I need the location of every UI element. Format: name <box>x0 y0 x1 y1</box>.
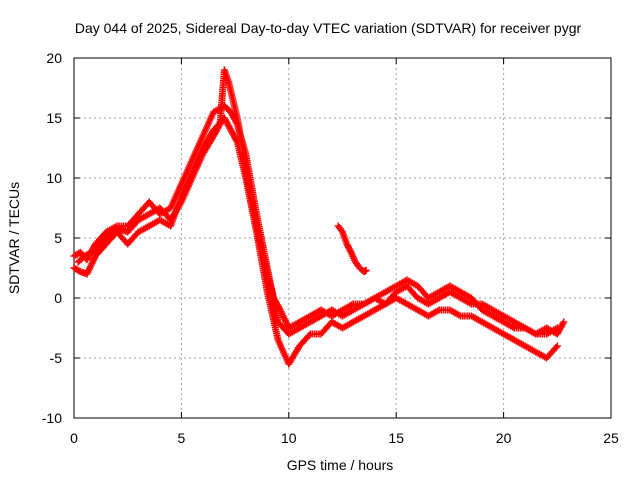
x-tick-label: 0 <box>70 430 78 446</box>
y-tick-label: 0 <box>54 290 62 306</box>
chart-title: Day 044 of 2025, Sidereal Day-to-day VTE… <box>75 20 582 36</box>
y-tick-label: 20 <box>46 50 62 66</box>
x-axis-label: GPS time / hours <box>287 457 394 473</box>
data-marks <box>70 66 568 368</box>
data-point-marker <box>362 266 370 274</box>
y-tick-label: 15 <box>46 110 62 126</box>
axis-ticks: 0 5 10 15 20 25 -10 -5 0 5 10 15 20 <box>42 50 619 446</box>
data-point-marker <box>552 344 560 351</box>
x-tick-label: 10 <box>281 430 297 446</box>
y-tick-label: 5 <box>54 230 62 246</box>
y-tick-label: -10 <box>42 410 62 426</box>
y-tick-label: -5 <box>50 350 63 366</box>
x-tick-label: 5 <box>178 430 186 446</box>
data-point-marker <box>560 318 568 326</box>
y-tick-label: 10 <box>46 170 62 186</box>
y-axis-label: SDTVAR / TECUs <box>6 182 22 294</box>
x-tick-label: 25 <box>603 430 619 446</box>
x-tick-label: 15 <box>388 430 404 446</box>
data-point-marker <box>305 332 313 339</box>
data-point-marker <box>553 342 561 350</box>
x-tick-label: 20 <box>496 430 512 446</box>
